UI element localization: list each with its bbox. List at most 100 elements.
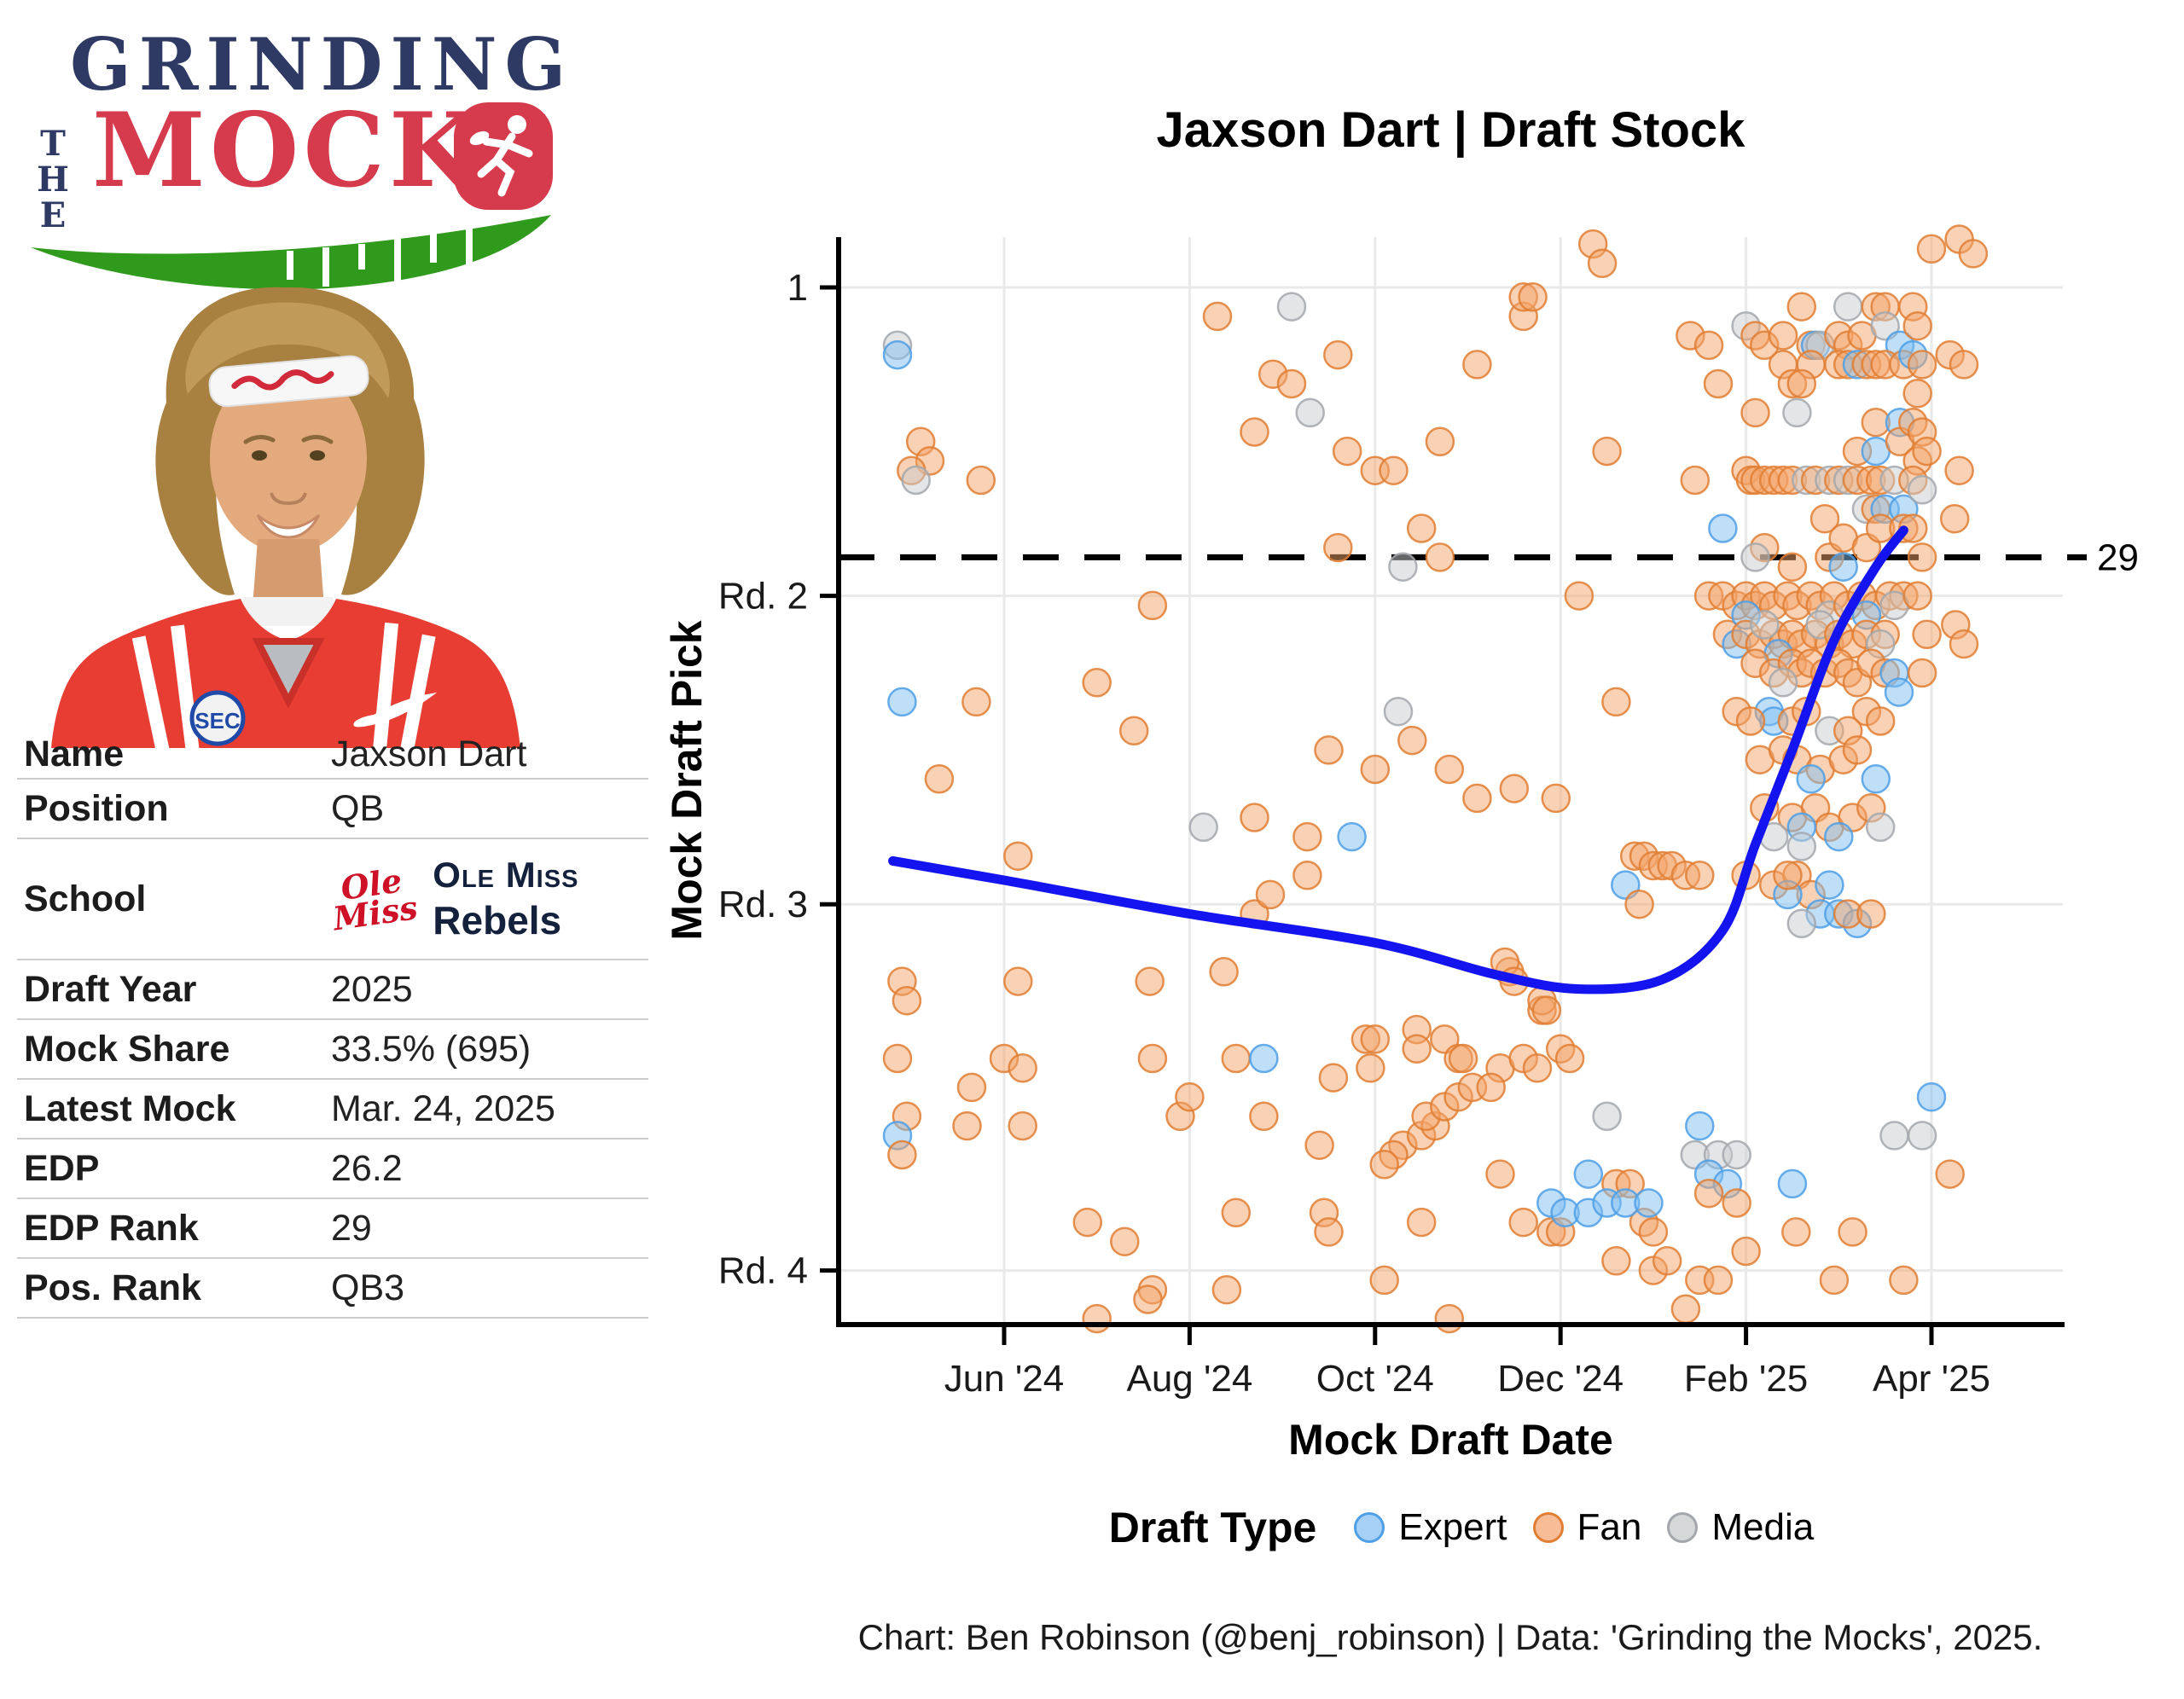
scatter-point-fan [1082,668,1112,698]
x-tick-label: Oct '24 [1316,1358,1434,1400]
x-tick-label: Feb '25 [1684,1358,1808,1400]
scatter-point-media [1592,1101,1622,1132]
scatter-point-fan [1856,899,1886,929]
legend-item-fan: Fan [1532,1506,1642,1549]
legend-dot-media [1667,1512,1699,1543]
scatter-point-media [1907,475,1937,505]
scatter-point-fan [1240,417,1269,447]
legend-dot-fan [1532,1512,1564,1543]
scatter-point-fan [1255,879,1286,910]
scatter-point-fan [1902,581,1932,611]
scatter-point-fan [1175,1081,1205,1112]
scatter-point-fan [1781,1217,1811,1247]
scatter-point-fan [1949,629,1979,659]
face [210,362,367,554]
scatter-point-fan [1462,783,1492,814]
info-value: 2025 [331,968,413,1010]
scatter-point-fan [1693,330,1724,361]
scatter-point-fan [1292,861,1322,890]
info-row-school: School Ole Miss Ole Miss Rebels [17,839,648,960]
scatter-point-expert [1337,821,1367,852]
scatter-point-fan [1531,995,1562,1025]
scatter-point-fan [966,465,996,496]
neck [253,539,324,607]
scatter-point-fan [1768,321,1798,351]
scatter-point-media [901,465,931,496]
scatter-point-fan [1209,957,1239,987]
player-info-table: Name Jaxson Dart Position QB School Ole Miss Ol… [17,730,648,1319]
scatter-point-fan [1249,1101,1279,1132]
scatter-point-fan [1485,1159,1515,1189]
scatter-point-fan [1865,706,1896,736]
y-tick-label: 1 [787,267,808,309]
scatter-point-fan [1137,1043,1168,1074]
scatter-point-fan [1554,1043,1585,1074]
scatter-point-fan [1786,368,1817,399]
scatter-point-media [1786,832,1817,861]
scatter-point-fan [1462,350,1492,380]
y-tick-label: Rd. 4 [718,1250,808,1292]
scatter-point-fan [1907,542,1937,572]
scatter-point-fan [1912,436,1942,467]
scatter-point-fan [1304,1130,1334,1160]
scatter-point-fan [1323,532,1353,563]
scatter-point-fan [1499,774,1530,803]
info-value: QB3 [331,1267,405,1308]
scatter-point-media [1870,310,1900,341]
scatter-point-fan [1907,658,1937,688]
scatter-point-fan [1838,1217,1867,1247]
scatter-point-expert [1796,764,1826,794]
legend-label: Fan [1577,1506,1642,1548]
scatter-point-expert [1824,821,1854,852]
scatter-point-fan [1211,1274,1242,1305]
scatter-point-media [1833,292,1863,322]
scatter-point-fan [1008,1053,1037,1083]
field-swoosh-icon [31,215,551,290]
info-row-edp: EDP 26.2 [17,1139,648,1199]
info-value: QB [331,787,385,829]
chart-title: Jaxson Dart | Draft Stock [1157,102,1746,158]
scatter-point-fan [892,985,922,1016]
scatter-point-fan [1406,1207,1437,1238]
scatter-point-fan [1406,513,1437,543]
legend-item-expert: Expert [1354,1506,1507,1549]
scatter-point-fan [1564,581,1594,611]
scatter-point-fan [1402,1034,1432,1064]
scatter-point-expert [1777,1168,1808,1199]
scatter-point-fan [1221,1197,1252,1228]
scatter-point-fan [1518,282,1548,312]
scatter-point-fan [1332,436,1362,467]
info-value: 33.5% (695) [331,1028,531,1070]
info-label: Mock Share [24,1028,230,1070]
info-row-mock-share: Mock Share 33.5% (695) [17,1020,648,1080]
scatter-point-fan [1379,455,1409,485]
scatter-point-fan [1703,368,1734,399]
info-value: Mar. 24, 2025 [331,1087,555,1129]
scatter-point-fan [1008,1110,1037,1141]
scatter-point-fan [1003,841,1033,871]
scatter-point-fan [1842,735,1873,765]
x-tick-label: Apr '25 [1873,1358,1990,1400]
chart-legend: Draft Type Expert Fan Media [839,1503,2084,1552]
scatter-point-fan [1135,966,1165,996]
scatter-point-fan [1360,1024,1391,1054]
info-label: EDP [24,1147,100,1189]
info-value: Jaxson Dart [331,733,527,774]
info-row-latest-mock: Latest Mock Mar. 24, 2025 [17,1080,648,1139]
scatter-point-fan [1670,1294,1701,1325]
info-row-pos-rank: Pos. Rank QB3 [17,1259,648,1319]
scatter-point-expert [1884,677,1914,707]
scatter-point-fan [1314,1217,1344,1247]
scatter-point-fan [1434,754,1465,785]
info-label: Latest Mock [24,1087,236,1129]
sec-patch-text: SEC [195,708,241,734]
scatter-point-expert [1828,552,1858,582]
scatter-point-fan [956,1072,987,1103]
edp-trend-line [888,525,1908,994]
scatter-point-fan [1003,966,1033,996]
scatter-point-expert [1573,1159,1604,1189]
info-row-name: Name Jaxson Dart [17,730,648,780]
football-runner-icon [454,102,553,210]
